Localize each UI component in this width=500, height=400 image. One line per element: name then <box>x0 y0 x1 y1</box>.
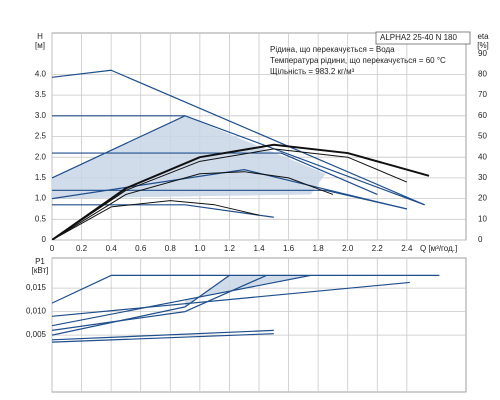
y2-tick-label: 80 <box>478 70 487 79</box>
y-axis-label: H <box>37 32 43 41</box>
x-tick-label: 0.6 <box>135 244 147 253</box>
x-tick-label: 0.2 <box>76 244 88 253</box>
note: Рідина, що перекачується = Вода <box>270 45 395 54</box>
y-tick-label: 1.5 <box>35 173 47 182</box>
y2-axis-label: eta <box>477 32 489 41</box>
operating-area <box>52 115 326 199</box>
operating-area <box>185 275 311 307</box>
y-axis-label: P1 <box>35 257 45 266</box>
y2-tick-label: 70 <box>478 90 487 99</box>
pump-curve <box>52 152 378 196</box>
x-tick-label: 1.2 <box>224 244 236 253</box>
pump-curve <box>52 274 230 336</box>
y2-tick-label: 10 <box>478 214 487 223</box>
x-axis-label: Q [м³/год.] <box>420 244 457 253</box>
y-tick-label: 2.5 <box>35 132 47 141</box>
efficiency-curve <box>52 143 430 240</box>
y-tick-label: 0 <box>42 235 47 244</box>
y2-tick-label: 40 <box>478 152 487 161</box>
efficiency-curve <box>52 171 334 240</box>
pump-curve <box>52 204 274 218</box>
x-tick-label: 1.4 <box>253 244 265 253</box>
y2-axis-label: [%] <box>477 41 489 50</box>
y-axis-label: [кВт] <box>32 266 49 275</box>
y2-tick-label: 90 <box>478 49 487 58</box>
y-axis-label: [м] <box>35 41 45 50</box>
y2-tick-label: 50 <box>478 132 487 141</box>
pump-curve <box>52 281 410 317</box>
x-tick-label: 2.4 <box>401 244 413 253</box>
y-tick-label: 4.0 <box>35 70 47 79</box>
pump-curve <box>52 274 311 327</box>
y-tick-label: 0.5 <box>35 214 47 223</box>
note: Температура рідини, що перекачується = 6… <box>270 56 446 65</box>
y2-tick-label: 20 <box>478 194 487 203</box>
y-tick-label: 1.0 <box>35 194 47 203</box>
x-tick-label: 0.8 <box>165 244 177 253</box>
chart-title: ALPHA2 25-40 N 180 <box>380 33 457 42</box>
y-tick-label: 0,005 <box>26 330 47 339</box>
title-box <box>375 31 471 45</box>
pump-curve <box>52 274 440 304</box>
x-tick-label: 1.0 <box>194 244 206 253</box>
y-tick-label: 3.5 <box>35 90 47 99</box>
y-tick-label: 3.0 <box>35 111 47 120</box>
note: Щільність = 983.2 кг/м³ <box>270 67 355 76</box>
y2-tick-label: 60 <box>478 111 487 120</box>
y-tick-label: 0,010 <box>26 307 47 316</box>
x-tick-label: 2.2 <box>372 244 384 253</box>
efficiency-curve <box>52 148 408 240</box>
pump-curve <box>52 169 407 210</box>
x-tick-label: 1.8 <box>313 244 325 253</box>
pump-curve <box>52 69 425 206</box>
y-tick-label: 2.0 <box>35 152 47 161</box>
x-tick-label: 1.6 <box>283 244 295 253</box>
y-tick-label: 0,015 <box>26 283 47 292</box>
x-tick-label: 0.4 <box>106 244 118 253</box>
efficiency-curve <box>52 200 260 240</box>
y2-tick-label: 30 <box>478 173 487 182</box>
pump-curve <box>52 333 274 343</box>
x-tick-label: 2.0 <box>342 244 354 253</box>
pump-curve <box>52 274 267 332</box>
y2-tick-label: 0 <box>478 235 483 244</box>
x-tick-label: 0 <box>50 244 55 253</box>
pump-curve <box>52 329 274 341</box>
